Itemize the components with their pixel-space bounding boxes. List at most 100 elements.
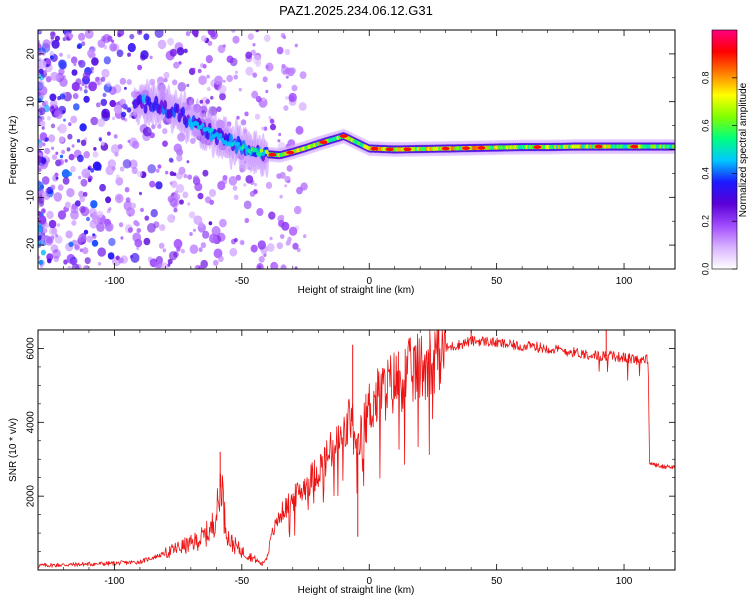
noise-blob	[102, 92, 107, 98]
noise-blob	[222, 79, 226, 83]
noise-blob	[193, 32, 199, 38]
noise-blob	[45, 58, 51, 65]
ridge-body	[143, 103, 148, 114]
noise-blob	[71, 220, 77, 226]
ridge-core	[195, 121, 200, 127]
noise-blob	[41, 176, 50, 185]
noise-blob	[50, 36, 54, 40]
noise-blob	[247, 33, 254, 40]
noise-blob	[183, 48, 188, 54]
noise-blob	[68, 33, 74, 39]
noise-blob	[116, 49, 124, 58]
noise-blob	[79, 86, 83, 90]
ridge-peak	[319, 140, 328, 144]
noise-blob	[134, 238, 143, 248]
noise-blob	[198, 221, 204, 228]
noise-blob	[147, 223, 156, 233]
noise-blob	[55, 234, 59, 238]
noise-blob	[124, 86, 127, 90]
noise-blob	[50, 184, 56, 191]
noise-blob	[40, 157, 47, 165]
noise-blob	[79, 248, 83, 252]
noise-blob	[102, 33, 111, 44]
noise-blob	[58, 158, 64, 166]
noise-blob	[82, 191, 88, 197]
ridge-peak	[462, 146, 471, 150]
noise-blob	[87, 178, 92, 183]
noise-blob	[286, 67, 295, 77]
noise-blob	[157, 39, 167, 50]
noise-blob	[158, 242, 165, 249]
noise-blob	[111, 166, 116, 171]
noise-blob	[38, 223, 43, 232]
noise-blob	[226, 74, 233, 83]
noise-blob	[70, 204, 79, 214]
noise-blob	[294, 43, 298, 48]
noise-blob	[272, 262, 279, 269]
noise-blob	[300, 182, 308, 191]
noise-blob	[101, 68, 110, 78]
noise-blob	[95, 76, 100, 82]
noise-blob	[81, 168, 91, 179]
noise-blob	[107, 131, 111, 136]
noise-blob	[202, 169, 209, 177]
noise-blob	[97, 118, 106, 128]
noise-blob	[61, 149, 66, 155]
noise-blob	[197, 192, 204, 200]
noise-blob	[65, 230, 73, 239]
noise-blob	[263, 126, 268, 131]
noise-blob	[83, 151, 90, 159]
noise-blob	[187, 174, 193, 180]
colorbar-tick-label: 0.0	[700, 263, 710, 276]
noise-blob	[68, 241, 74, 248]
ridge-core	[257, 152, 262, 157]
noise-blob	[119, 166, 125, 172]
noise-blob	[169, 198, 178, 207]
noise-blob	[83, 95, 90, 103]
noise-blob	[49, 226, 58, 236]
noise-blob	[140, 54, 146, 61]
ridge-body	[163, 100, 168, 110]
noise-blob	[258, 97, 268, 108]
snr-y-axis-label: SNR (10 * v/v)	[8, 418, 19, 482]
noise-blob	[122, 103, 128, 110]
noise-blob	[57, 184, 64, 191]
noise-blob	[66, 54, 71, 59]
noise-blob	[194, 182, 203, 192]
colorbar-tick-label: 0.2	[700, 215, 710, 228]
noise-blob	[149, 180, 156, 188]
noise-blob	[121, 111, 127, 118]
noise-blob	[249, 190, 256, 197]
noise-blob	[176, 154, 183, 162]
noise-blob	[210, 95, 214, 100]
noise-blob	[143, 237, 151, 246]
noise-blob	[41, 208, 46, 214]
noise-blob	[245, 175, 254, 184]
noise-blob	[79, 196, 85, 203]
noise-blob	[282, 35, 286, 40]
noise-blob	[245, 51, 253, 59]
ridge-peak	[385, 147, 394, 152]
noise-blob	[108, 207, 112, 211]
colorbar-ticks: 0.0 0.2 0.4 0.6 0.8	[700, 72, 737, 276]
ridge-body	[229, 133, 234, 144]
noise-blob	[244, 111, 249, 117]
noise-blob	[276, 242, 283, 250]
noise-blob	[106, 81, 112, 87]
noise-blob	[43, 69, 47, 74]
noise-blob	[73, 103, 80, 111]
noise-blob	[176, 172, 183, 180]
noise-blob	[125, 197, 131, 203]
ridge-body	[154, 95, 159, 106]
y-tick-label: -20	[26, 237, 37, 252]
noise-blob	[280, 234, 285, 239]
noise-blob	[38, 197, 45, 204]
noise-blob	[78, 175, 82, 180]
noise-blob	[128, 213, 132, 217]
y-tick-label: 2000	[26, 485, 37, 508]
noise-blob	[127, 42, 136, 53]
noise-blob	[52, 249, 61, 259]
noise-blob	[100, 98, 108, 107]
noise-blob	[128, 114, 132, 118]
